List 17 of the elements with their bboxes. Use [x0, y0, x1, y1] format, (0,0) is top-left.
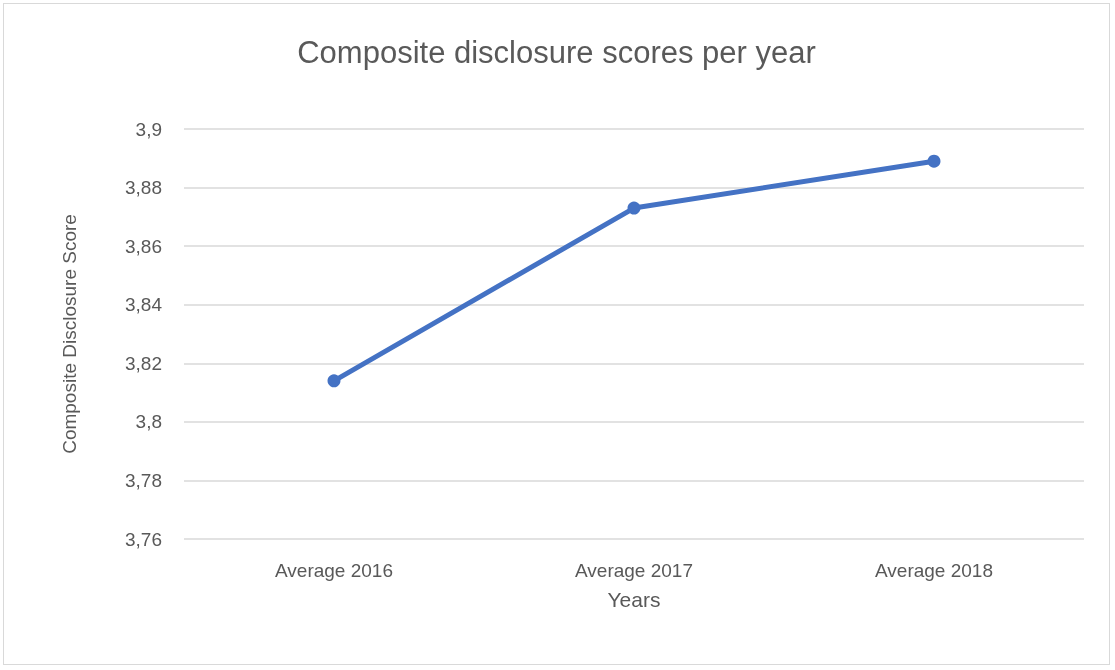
y-axis-title: Composite Disclosure Score [59, 214, 80, 454]
y-tick-label: 3,88 [125, 177, 162, 199]
point [627, 201, 641, 215]
y-tick-label: 3,84 [125, 294, 163, 316]
y-tick-label: 3,9 [135, 118, 162, 140]
x-tick-label: Average 2018 [875, 560, 993, 581]
y-tick-label: 3,82 [125, 352, 162, 374]
point [927, 154, 941, 168]
y-tick-label: 3,8 [135, 411, 162, 433]
x-tick-label: Average 2016 [275, 560, 393, 581]
x-tick-label: Average 2017 [575, 560, 693, 581]
y-tick-label: 3,78 [125, 469, 162, 491]
y-tick-label: 3,86 [125, 235, 162, 257]
chart-title: Composite disclosure scores per year [297, 35, 816, 70]
point [327, 374, 341, 388]
y-tick-label: 3,76 [125, 528, 162, 550]
x-axis-title: Years [607, 588, 661, 611]
